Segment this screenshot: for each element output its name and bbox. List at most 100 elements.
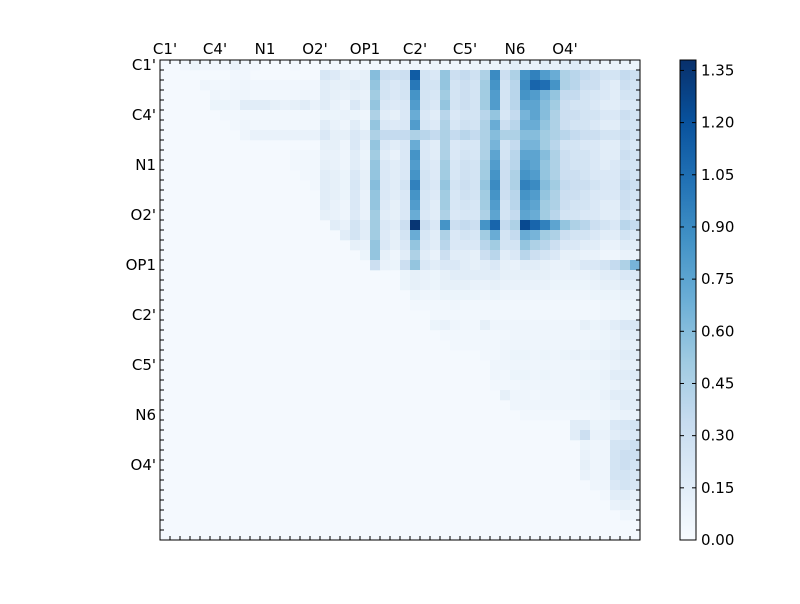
heatmap-cell xyxy=(620,420,631,431)
heatmap-cell xyxy=(550,160,561,171)
heatmap-cell xyxy=(360,90,371,101)
heatmap-cell xyxy=(300,170,311,181)
heatmap-cell xyxy=(280,80,291,91)
heatmap-cell xyxy=(570,310,581,321)
heatmap-cell xyxy=(420,140,431,151)
heatmap-cell xyxy=(540,200,551,211)
heatmap-cell xyxy=(510,340,521,351)
heatmap-cell xyxy=(560,160,571,171)
heatmap-cell xyxy=(280,110,291,121)
heatmap-cell xyxy=(460,310,471,321)
heatmap-cell xyxy=(530,350,541,361)
axis-ticks xyxy=(159,59,641,541)
heatmap-cell xyxy=(280,100,291,111)
heatmap-cell xyxy=(450,260,461,271)
heatmap-cell xyxy=(630,390,641,401)
heatmap-cell xyxy=(430,160,441,171)
colorbar-tick-label: 0.45 xyxy=(701,374,734,392)
heatmap-cell xyxy=(620,480,631,491)
heatmap-cell xyxy=(280,120,291,131)
heatmap-cell xyxy=(440,190,451,201)
heatmap-cell xyxy=(330,100,341,111)
y-tick-label: N6 xyxy=(135,406,156,424)
heatmap-cell xyxy=(630,200,641,211)
heatmap-cell xyxy=(450,60,461,71)
heatmap-cell xyxy=(600,80,611,91)
heatmap-cell xyxy=(480,320,491,331)
heatmap-cell xyxy=(580,270,591,281)
heatmap-cell xyxy=(440,280,451,291)
heatmap-cell xyxy=(560,100,571,111)
heatmap-cell xyxy=(490,190,501,201)
heatmap-cell xyxy=(580,70,591,81)
heatmap-cell xyxy=(330,180,341,191)
heatmap-cell xyxy=(340,220,351,231)
heatmap-cell xyxy=(320,140,331,151)
heatmap-cell xyxy=(490,370,501,381)
heatmap-cell xyxy=(520,300,531,311)
heatmap-cell xyxy=(470,290,481,301)
heatmap-cell xyxy=(550,240,561,251)
heatmap-cell xyxy=(510,180,521,191)
heatmap-cell xyxy=(540,100,551,111)
heatmap-cell xyxy=(410,190,421,201)
heatmap-cell xyxy=(580,140,591,151)
heatmap-cell xyxy=(410,110,421,121)
heatmap-cell xyxy=(480,150,491,161)
heatmap-cell xyxy=(490,230,501,241)
heatmap-cell xyxy=(500,160,511,171)
heatmap-cell xyxy=(610,130,621,141)
heatmap-cell xyxy=(620,490,631,501)
heatmap-cell xyxy=(290,80,301,91)
heatmap-cell xyxy=(410,160,421,171)
heatmap-cell xyxy=(510,110,521,121)
heatmap-cell xyxy=(600,230,611,241)
heatmap-cell xyxy=(440,110,451,121)
heatmap-cell xyxy=(620,450,631,461)
heatmap-cell xyxy=(500,290,511,301)
heatmap-cell xyxy=(630,410,641,421)
heatmap-cell xyxy=(470,280,481,291)
heatmap-cell xyxy=(360,250,371,261)
heatmap-cell xyxy=(430,70,441,81)
heatmap-cell xyxy=(600,140,611,151)
heatmap-cell xyxy=(580,330,591,341)
heatmap-cell xyxy=(360,180,371,191)
heatmap-cell xyxy=(410,280,421,291)
heatmap-cell xyxy=(580,290,591,301)
heatmap-cell xyxy=(590,450,601,461)
heatmap-cell xyxy=(620,110,631,121)
heatmap-cell xyxy=(560,300,571,311)
heatmap-cell xyxy=(490,170,501,181)
heatmap-cell xyxy=(400,120,411,131)
heatmap-cell xyxy=(240,120,251,131)
heatmap-cell xyxy=(480,220,491,231)
heatmap-cell xyxy=(330,110,341,121)
heatmap-cell xyxy=(340,120,351,131)
heatmap-cell xyxy=(520,390,531,401)
heatmap-cell xyxy=(430,200,441,211)
heatmap-cell xyxy=(320,80,331,91)
heatmap-cell xyxy=(430,250,441,261)
heatmap-cell xyxy=(490,150,501,161)
heatmap-cell xyxy=(500,300,511,311)
heatmap-cell xyxy=(480,70,491,81)
heatmap-cell xyxy=(380,70,391,81)
heatmap-cell xyxy=(570,290,581,301)
x-tick-label: O2' xyxy=(302,40,327,58)
heatmap-cell xyxy=(350,100,361,111)
heatmap-cell xyxy=(440,100,451,111)
x-tick-label: C2' xyxy=(403,40,427,58)
heatmap-cell xyxy=(250,80,261,91)
heatmap-cell xyxy=(470,110,481,121)
heatmap-cell xyxy=(530,360,541,371)
heatmap-cell xyxy=(490,290,501,301)
heatmap-cell xyxy=(550,170,561,181)
heatmap-cell xyxy=(370,230,381,241)
heatmap-cell xyxy=(570,200,581,211)
heatmap-cell xyxy=(630,330,641,341)
heatmap-cell xyxy=(560,230,571,241)
heatmap-cell xyxy=(430,150,441,161)
heatmap-cell xyxy=(450,230,461,241)
heatmap-cell xyxy=(530,260,541,271)
